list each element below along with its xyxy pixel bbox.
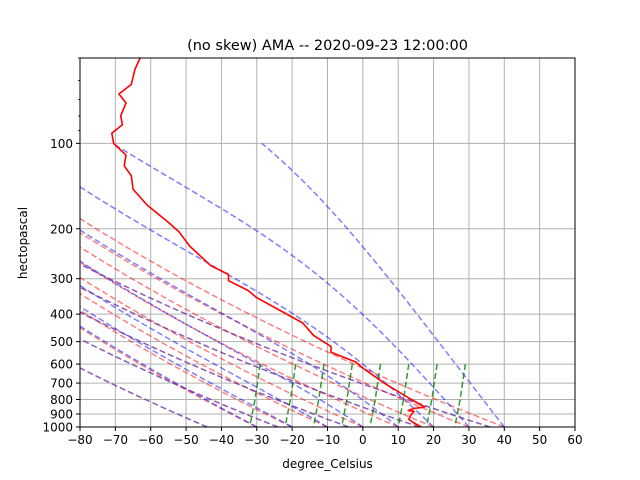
mixing-ratio-line bbox=[454, 363, 467, 427]
dry-adiabat-line bbox=[80, 292, 328, 427]
x-tick-label: −50 bbox=[173, 433, 198, 447]
x-tick-label: 60 bbox=[567, 433, 582, 447]
y-tick-label: 200 bbox=[50, 222, 73, 236]
dry-adiabat-line bbox=[80, 276, 364, 427]
y-tick-label: 400 bbox=[50, 308, 73, 322]
dry-adiabat-line bbox=[80, 326, 258, 427]
x-tick-label: 40 bbox=[497, 433, 512, 447]
mixing-ratio-line bbox=[340, 363, 354, 427]
dry-adiabat-line bbox=[80, 309, 293, 427]
tick-layer: −80 −70 −60 −50 −40 −30 −20 −10 0 10 20 30 40 50 60 100… bbox=[42, 57, 583, 447]
purple-reference-line bbox=[80, 311, 349, 427]
mixing-ratio-line bbox=[248, 363, 262, 427]
reference-lines-layer bbox=[80, 142, 505, 427]
moist-adiabat-line bbox=[80, 260, 364, 427]
x-tick-label: 50 bbox=[532, 433, 547, 447]
moist-adiabat-line bbox=[112, 142, 470, 427]
moist-adiabat-line bbox=[80, 229, 399, 427]
y-tick-label: 1000 bbox=[42, 421, 73, 435]
x-tick-label: −70 bbox=[103, 433, 128, 447]
x-tick-label: 20 bbox=[426, 433, 441, 447]
x-tick-label: 10 bbox=[391, 433, 406, 447]
y-tick-label: 500 bbox=[50, 335, 73, 349]
chart-title: (no skew) AMA -- 2020-09-23 12:00:00 bbox=[187, 38, 468, 54]
x-axis-label: degree_Celsius bbox=[282, 457, 373, 471]
y-tick-label: 100 bbox=[50, 137, 73, 151]
dry-adiabat-line bbox=[80, 246, 434, 427]
moist-adiabat-line bbox=[80, 305, 293, 427]
x-tick-label: −80 bbox=[67, 433, 92, 447]
mixing-ratio-line bbox=[397, 363, 410, 427]
x-tick-label: −30 bbox=[244, 433, 269, 447]
data-layer bbox=[111, 58, 426, 427]
purple-reference-line bbox=[80, 263, 491, 427]
moist-adiabat-line bbox=[261, 142, 505, 427]
mixing-ratio-line bbox=[425, 363, 438, 427]
mixing-ratio-line bbox=[284, 363, 297, 427]
mixing-ratio-line bbox=[369, 363, 382, 427]
x-tick-label: 0 bbox=[359, 433, 367, 447]
moist-adiabat-line bbox=[80, 284, 328, 427]
y-tick-label: 800 bbox=[50, 393, 73, 407]
y-tick-label: 900 bbox=[50, 408, 73, 422]
x-tick-label: −20 bbox=[279, 433, 304, 447]
temperature-profile-line bbox=[111, 58, 426, 427]
y-tick-label: 700 bbox=[50, 377, 73, 391]
x-tick-label: 30 bbox=[461, 433, 476, 447]
x-tick-label: −60 bbox=[138, 433, 163, 447]
dry-adiabat-line bbox=[80, 231, 470, 427]
x-tick-label: −40 bbox=[209, 433, 234, 447]
y-tick-label: 600 bbox=[50, 358, 73, 372]
mixing-ratio-line bbox=[312, 363, 325, 427]
purple-reference-line bbox=[80, 286, 420, 427]
y-tick-label: 300 bbox=[50, 272, 73, 286]
y-axis-label: hectopascal bbox=[16, 207, 30, 279]
purple-reference-line bbox=[80, 338, 279, 427]
moist-adiabat-line bbox=[80, 185, 435, 427]
x-tick-label: −10 bbox=[315, 433, 340, 447]
dry-adiabat-line bbox=[80, 217, 505, 427]
